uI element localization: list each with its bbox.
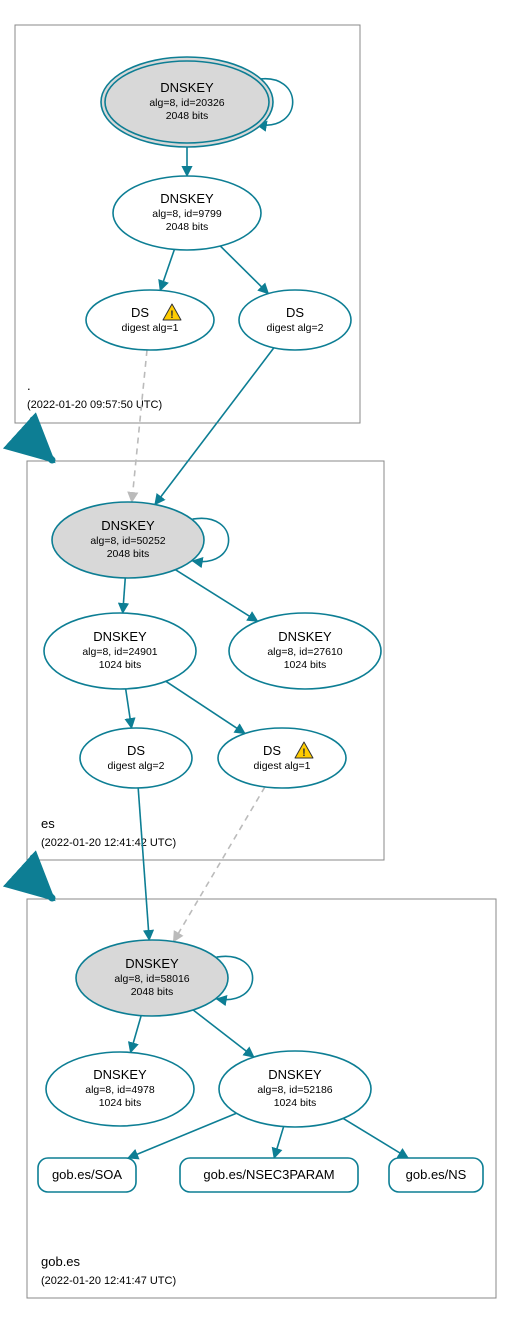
node-line2: alg=8, id=20326 bbox=[149, 97, 224, 109]
zone-delegation-arrow bbox=[33, 858, 52, 898]
node-title: DS bbox=[263, 743, 281, 758]
edge bbox=[193, 1010, 254, 1057]
edge bbox=[174, 787, 265, 942]
edge bbox=[274, 1127, 284, 1158]
node-es_ds2 bbox=[80, 728, 192, 788]
node-root_ds1 bbox=[86, 290, 214, 350]
node-line2: alg=8, id=4978 bbox=[85, 1084, 155, 1096]
node-line2: digest alg=2 bbox=[108, 760, 165, 772]
warning-icon-mark: ! bbox=[170, 309, 174, 321]
zone-timestamp-es: (2022-01-20 12:41:42 UTC) bbox=[41, 837, 176, 849]
node-title: DS bbox=[286, 305, 304, 320]
node-title: DS bbox=[127, 743, 145, 758]
node-line3: 1024 bits bbox=[274, 1097, 317, 1109]
edge bbox=[132, 350, 147, 502]
node-title: DNSKEY bbox=[125, 956, 179, 971]
node-line3: 2048 bits bbox=[166, 221, 209, 233]
node-line3: 1024 bits bbox=[284, 659, 327, 671]
node-line3: 2048 bits bbox=[131, 986, 174, 998]
node-title: DNSKEY bbox=[160, 80, 214, 95]
edge bbox=[123, 578, 126, 613]
edge bbox=[166, 681, 245, 733]
record-label: gob.es/NSEC3PARAM bbox=[203, 1167, 334, 1182]
edge bbox=[220, 246, 268, 294]
node-es_ds1 bbox=[218, 728, 346, 788]
zone-timestamp-gobes: (2022-01-20 12:41:47 UTC) bbox=[41, 1275, 176, 1287]
edge bbox=[126, 689, 132, 728]
node-title: DNSKEY bbox=[268, 1067, 322, 1082]
node-title: DNSKEY bbox=[93, 629, 147, 644]
node-title: DS bbox=[131, 305, 149, 320]
node-line2: alg=8, id=58016 bbox=[114, 973, 189, 985]
node-line2: alg=8, id=27610 bbox=[267, 646, 342, 658]
node-line3: 1024 bits bbox=[99, 1097, 142, 1109]
node-title: DNSKEY bbox=[93, 1067, 147, 1082]
edge bbox=[155, 348, 274, 505]
node-title: DNSKEY bbox=[101, 518, 155, 533]
edge bbox=[175, 570, 257, 622]
edge bbox=[343, 1118, 408, 1158]
node-line3: 1024 bits bbox=[99, 659, 142, 671]
node-line2: alg=8, id=24901 bbox=[82, 646, 157, 658]
zone-delegation-arrow bbox=[33, 420, 52, 460]
node-line2: digest alg=1 bbox=[254, 760, 311, 772]
edge bbox=[160, 249, 174, 290]
node-line2: alg=8, id=9799 bbox=[152, 208, 222, 220]
record-label: gob.es/SOA bbox=[52, 1167, 122, 1182]
node-title: DNSKEY bbox=[160, 191, 214, 206]
node-root_ds2 bbox=[239, 290, 351, 350]
node-line2: alg=8, id=52186 bbox=[257, 1084, 332, 1096]
warning-icon-mark: ! bbox=[302, 747, 306, 759]
node-line2: alg=8, id=50252 bbox=[90, 535, 165, 547]
node-line2: digest alg=2 bbox=[267, 322, 324, 334]
node-line3: 2048 bits bbox=[166, 110, 209, 122]
zone-label-es: es bbox=[41, 816, 55, 831]
node-line3: 2048 bits bbox=[107, 548, 150, 560]
zone-label-root: . bbox=[27, 378, 31, 393]
edge bbox=[138, 788, 149, 940]
node-line2: digest alg=1 bbox=[122, 322, 179, 334]
node-title: DNSKEY bbox=[278, 629, 332, 644]
zone-label-gobes: gob.es bbox=[41, 1254, 81, 1269]
edge bbox=[131, 1016, 142, 1053]
record-label: gob.es/NS bbox=[406, 1167, 467, 1182]
